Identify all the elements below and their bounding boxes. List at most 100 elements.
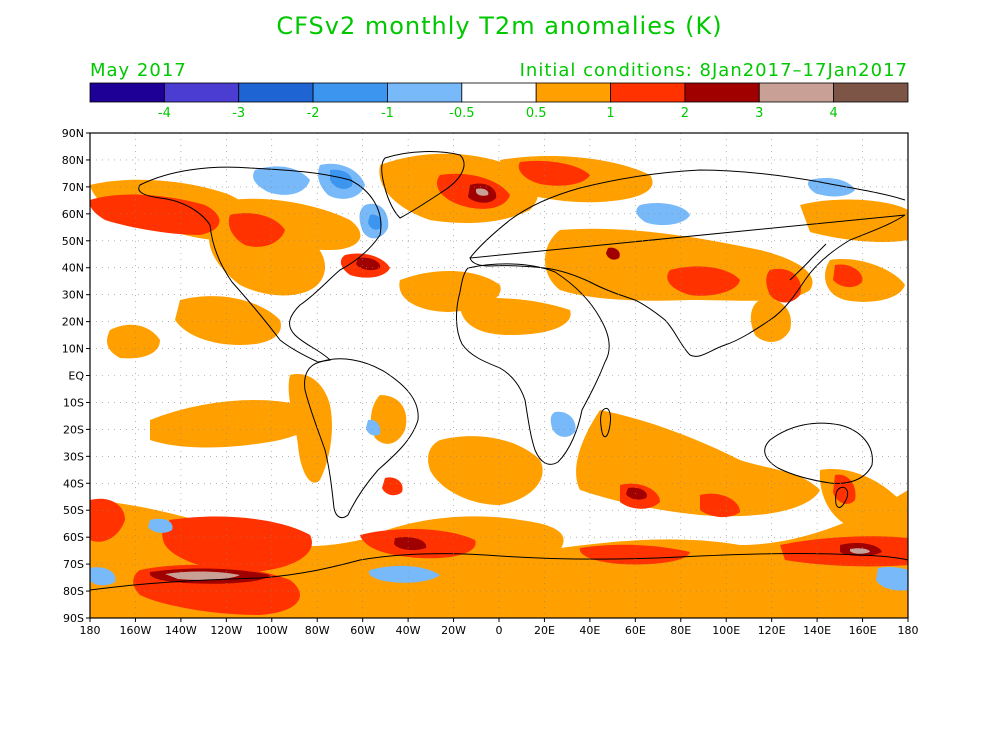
anomaly-blue-ross-w xyxy=(90,567,116,586)
lat-tick-label: 30N xyxy=(62,289,84,302)
anomaly-darkred-s-atl xyxy=(394,537,427,551)
colorbar-tick-label: -0.5 xyxy=(449,106,474,121)
colorbar-swatch xyxy=(684,82,760,103)
colorbar-tick-label: 2 xyxy=(681,106,689,121)
lon-tick-label: 60E xyxy=(625,624,646,637)
lon-tick-label: 120E xyxy=(758,624,786,637)
anomaly-darkred-asia xyxy=(606,247,620,260)
lon-tick-label: 100E xyxy=(712,624,740,637)
anomaly-asia xyxy=(545,228,813,301)
colorbar-tick-label: -1 xyxy=(381,106,394,121)
lat-tick-label: 60N xyxy=(62,208,84,221)
lon-tick-label: 120W xyxy=(210,624,242,637)
anomaly-red-s-indian-2 xyxy=(700,493,740,518)
coastlines xyxy=(90,151,908,591)
longitude-labels: 180 160W 140W 120W 100W 80W 60W 40W 20W 0 20E 40E 60… xyxy=(80,618,919,637)
lon-tick-label: 40E xyxy=(579,624,600,637)
anomaly-blue-east-siberia xyxy=(807,178,855,197)
colorbar-swatch xyxy=(163,82,240,103)
colorbar: -4 -3 -2 -1 -0.5 0.5 1 2 3 4 xyxy=(89,82,909,121)
lat-tick-label: 90S xyxy=(63,612,84,625)
anomaly-south-pacific xyxy=(150,400,318,448)
anomaly-pink-ross xyxy=(850,548,870,554)
anomaly-red-w-pacific xyxy=(833,264,863,288)
colorbar-swatch xyxy=(758,82,835,103)
colorbar-tick-label: -3 xyxy=(232,106,245,121)
anomaly-n-pacific xyxy=(107,324,160,359)
lon-tick-label: 20W xyxy=(441,624,466,637)
lon-tick-label: 0 xyxy=(496,624,503,637)
coast-africa xyxy=(456,263,610,465)
lon-tick-label: 100W xyxy=(256,624,288,637)
lat-tick-label: 20N xyxy=(62,316,84,329)
anomaly-pink-amundsen xyxy=(165,571,240,580)
lat-tick-label: 70S xyxy=(63,558,84,571)
colorbar-swatch xyxy=(312,82,388,103)
colorbar-tick-label: 4 xyxy=(829,106,837,121)
colorbar-swatch xyxy=(535,82,611,103)
lat-tick-label: 40S xyxy=(63,477,84,490)
anomaly-red-barents xyxy=(518,160,590,186)
lat-tick-label: 10S xyxy=(63,396,84,409)
map-panel xyxy=(89,132,909,619)
anomaly-blue-canada xyxy=(253,166,310,195)
colorbar-tick-label: 1 xyxy=(606,106,614,121)
coast-eurasia xyxy=(469,169,906,357)
anomaly-blue-s-america xyxy=(366,419,381,436)
anomaly-ne-siberia xyxy=(800,199,908,243)
lat-tick-label: 30S xyxy=(63,450,84,463)
coast-antarctica xyxy=(90,553,908,591)
anomaly-red-alaska xyxy=(90,194,220,235)
lon-tick-label: 80E xyxy=(670,624,691,637)
colorbar-swatch xyxy=(833,82,909,103)
coast-japan xyxy=(789,243,827,281)
lon-tick-label: 80W xyxy=(305,624,330,637)
colorbar-tick-label: -2 xyxy=(307,106,320,121)
anomaly-red-sw-pacific xyxy=(90,498,125,542)
lon-tick-label: 140E xyxy=(803,624,831,637)
lat-tick-label: 80S xyxy=(63,585,84,598)
colorbar-swatch xyxy=(387,82,463,103)
lat-tick-label: 90N xyxy=(62,127,84,140)
coast-australia xyxy=(764,422,873,484)
lat-tick-label: EQ xyxy=(68,370,84,383)
lat-lon-grid xyxy=(90,133,908,618)
colorbar-tick-label: -4 xyxy=(158,106,171,121)
anomaly-darkred-s-ind xyxy=(626,487,647,500)
anomaly-red-canada xyxy=(228,213,285,247)
anomaly-blue-s-pacific xyxy=(148,518,173,533)
lon-tick-label: 40W xyxy=(396,624,421,637)
anomaly-se-asia xyxy=(750,299,791,342)
anomaly-blue-labrador-dark xyxy=(368,214,382,230)
lon-tick-label: 160E xyxy=(849,624,877,637)
lat-tick-label: 70N xyxy=(62,181,84,194)
anomaly-red-s-pacific xyxy=(162,516,312,572)
map-title: CFSv2 monthly T2m anomalies (K) xyxy=(276,12,723,40)
anomaly-darkred-nw-atl xyxy=(356,257,381,271)
lon-tick-label: 140W xyxy=(165,624,197,637)
lat-tick-label: 80N xyxy=(62,154,84,167)
lat-tick-label: 60S xyxy=(63,531,84,544)
coast-new-zealand xyxy=(835,486,849,508)
anomaly-n-africa xyxy=(459,298,571,335)
colorbar-swatch xyxy=(461,82,537,103)
anomaly-field xyxy=(90,153,908,618)
lat-tick-label: 50N xyxy=(62,235,84,248)
anomaly-blue-hudson-dark xyxy=(330,169,353,189)
forecast-month-label: May 2017 xyxy=(90,60,187,81)
anomaly-blue-weddell xyxy=(368,565,440,583)
anomaly-s-america-w xyxy=(288,374,332,483)
anomaly-pink-arctic xyxy=(476,188,489,196)
anomaly-blue-ross-e xyxy=(876,567,908,591)
anomaly-red-asia xyxy=(667,266,740,296)
lon-tick-label: 60W xyxy=(350,624,375,637)
lat-tick-label: 10N xyxy=(62,343,84,356)
lon-tick-label: 180 xyxy=(80,624,101,637)
colorbar-swatch xyxy=(610,82,686,103)
anomaly-blue-siberia xyxy=(636,203,690,226)
coast-south-america xyxy=(304,358,419,519)
anomaly-s-atlantic xyxy=(428,436,543,505)
coast-north-america xyxy=(138,166,382,363)
lat-tick-label: 50S xyxy=(63,504,84,517)
